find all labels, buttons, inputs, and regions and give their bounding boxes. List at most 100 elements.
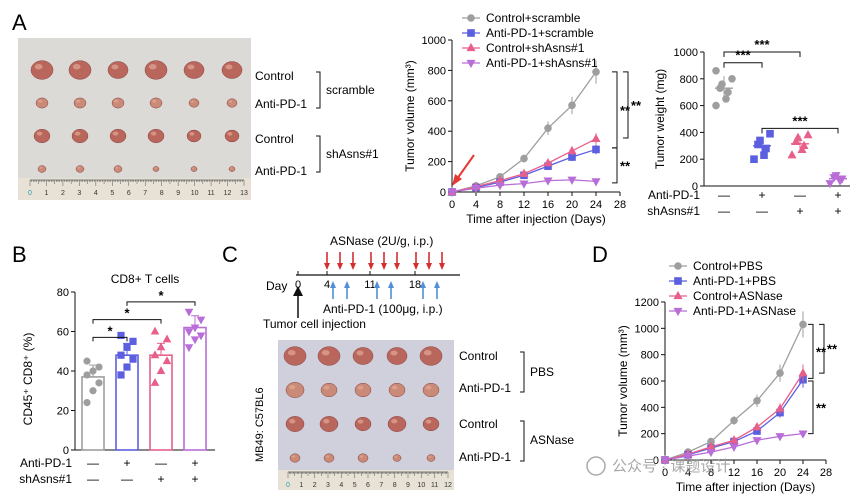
ruler-label: 10 — [191, 190, 199, 197]
x-tick-label: 12 — [728, 467, 740, 479]
bar-point — [83, 357, 91, 365]
legend-label: Anti-PD-1+ASNase — [693, 304, 796, 318]
y-tick-label: 400 — [641, 402, 659, 414]
x-tick-label: 8 — [708, 467, 714, 479]
asnase-label: ASNase (2U/g, i.p.) — [330, 234, 433, 248]
schedule-tick-label: 4 — [324, 279, 330, 291]
legend-marker — [466, 42, 476, 52]
row1-value: — — [794, 188, 806, 202]
tumor-highlight — [325, 455, 330, 458]
weight-point — [712, 101, 720, 110]
significance-label: * — [124, 306, 130, 321]
asnase-dose-arrowhead — [394, 263, 400, 270]
ruler-label: 0 — [28, 190, 32, 197]
tumor — [33, 128, 51, 144]
tumor-highlight — [423, 349, 432, 356]
bracket-scramble — [316, 71, 321, 109]
bar-point — [95, 363, 103, 371]
legend-marker — [467, 29, 475, 37]
watermark: 公众号 · 课题设计 — [586, 456, 730, 476]
data-point — [798, 368, 808, 377]
tumor-highlight — [227, 132, 233, 136]
tumor — [113, 165, 123, 173]
tumor — [352, 347, 374, 365]
data-point — [683, 452, 693, 462]
significance-bracket — [723, 51, 801, 57]
significance-bracket — [92, 336, 128, 342]
panel-label-b: B — [12, 242, 27, 267]
tumor — [144, 60, 168, 80]
x-tick-label: 0 — [662, 467, 668, 479]
y-tick-label: 0 — [63, 445, 69, 457]
weight-point — [712, 66, 720, 75]
bar-point — [117, 371, 125, 379]
tumor-highlight — [321, 349, 330, 356]
tumor-highlight — [111, 64, 119, 70]
row1-value: — — [718, 188, 730, 202]
watermark-text: 公众号 · 课题设计 — [612, 458, 730, 475]
photo-c-group-pbs: PBS — [530, 365, 554, 379]
tumor — [386, 347, 408, 365]
y-tick-label: 800 — [641, 350, 659, 362]
tumor-highlight — [38, 99, 43, 103]
tumor — [283, 346, 307, 366]
bar-point — [196, 332, 206, 341]
injection-label: Tumor cell injection — [263, 317, 366, 331]
ruler-label: 11 — [207, 190, 214, 197]
photo-a-label-control-2: Control — [255, 132, 294, 146]
data-point — [520, 154, 528, 163]
row1-label: Anti-PD-1 — [648, 188, 700, 202]
y-axis-title: Tumor volume (mm³) — [616, 325, 630, 437]
tumor-highlight — [391, 385, 398, 390]
tumor — [320, 382, 338, 398]
tumor-highlight — [77, 166, 81, 169]
x-tick-label: 20 — [566, 199, 578, 211]
tumor-photo-a: 0 1 2 3 4 5 6 7 8 9 10 11 12 13 — [18, 38, 251, 200]
significance-bracket — [808, 323, 814, 379]
tumor — [37, 165, 47, 173]
x-tick-label: 28 — [614, 199, 626, 211]
legend-label: Control+ASNase — [693, 289, 783, 303]
tumor-highlight — [356, 350, 364, 356]
ruler-label: 6 — [366, 482, 370, 489]
tumor-highlight — [289, 419, 296, 424]
data-point — [592, 145, 600, 154]
bar-point — [117, 351, 125, 359]
row2-value: — — [718, 204, 730, 218]
ruler-label: 10 — [417, 482, 425, 489]
x-tick-label: 24 — [590, 199, 602, 211]
ruler-label: 5 — [110, 190, 114, 197]
tumor-highlight — [115, 166, 119, 169]
legend-label: Control+scramble — [486, 11, 581, 25]
significance-bracket — [612, 71, 618, 149]
tumor-highlight — [357, 385, 364, 390]
tumor — [183, 61, 205, 79]
treatment-start-arrow — [456, 154, 475, 180]
row2-label: shAsns#1 — [19, 472, 72, 486]
y-tick-label: 1000 — [674, 47, 698, 59]
wechat-icon — [586, 456, 606, 476]
tumor-highlight — [74, 131, 81, 136]
bar-point — [117, 331, 125, 340]
tumor-highlight — [150, 131, 157, 136]
ruler-label: 13 — [240, 190, 248, 197]
y-tick-label: 200 — [680, 154, 698, 166]
chart-tumor-weight-a: 0 200 400 600 800 1000 Tumor weight (mg) — — + — — +… — [647, 37, 850, 218]
significance-label: ** — [816, 400, 827, 415]
x-tick-label: 28 — [820, 467, 832, 479]
ruler-label: 1 — [299, 482, 303, 489]
data-point — [729, 443, 739, 452]
data-point — [753, 396, 761, 405]
treatment-start-arrowhead — [452, 174, 462, 186]
significance-label: *** — [735, 48, 751, 63]
antipd1-label: Anti-PD-1 (100μg, i.p.) — [323, 302, 443, 316]
bar-point — [190, 324, 200, 333]
weight-point — [756, 136, 764, 145]
tumor — [75, 165, 85, 173]
ruler-label: 7 — [379, 482, 383, 489]
row1-value: — — [155, 456, 167, 470]
y-axis-title: Tumor volume (mm³) — [403, 60, 417, 172]
row2-value: — — [87, 472, 99, 486]
injection-arrowhead — [293, 286, 303, 296]
